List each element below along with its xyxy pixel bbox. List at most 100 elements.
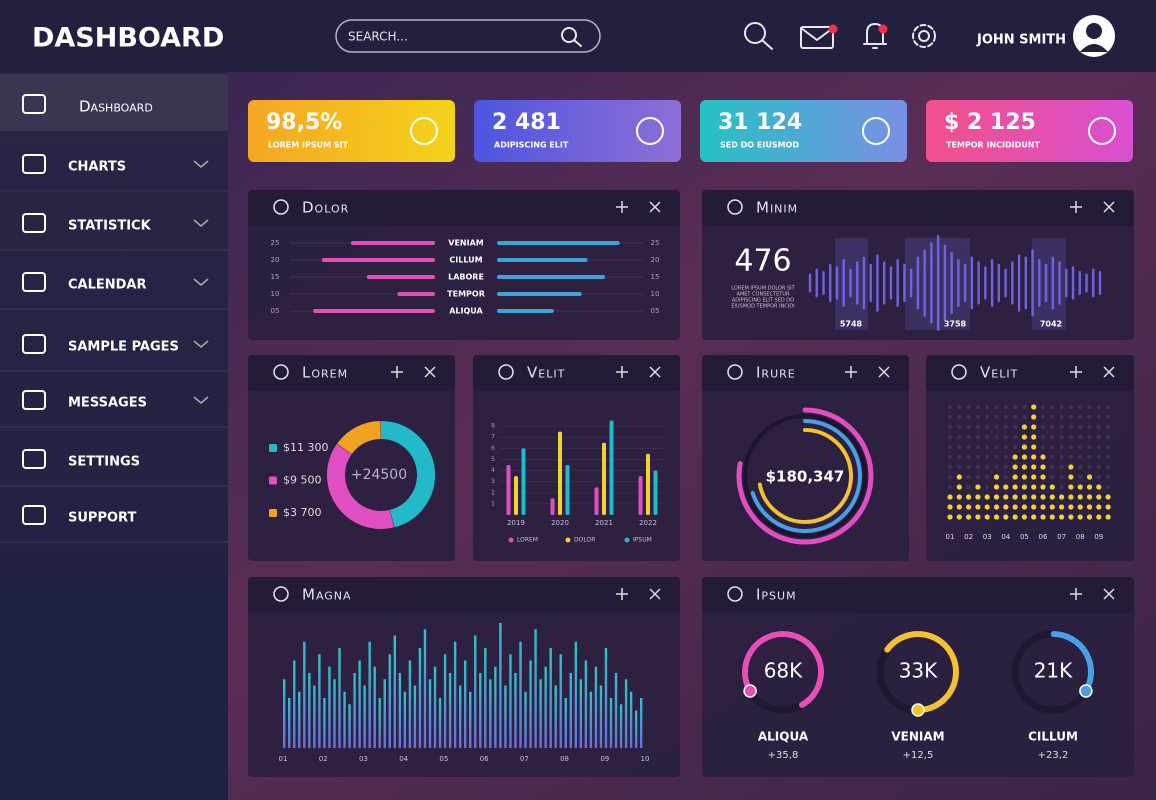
y-tick-label: 1 xyxy=(491,500,495,507)
dot xyxy=(1096,514,1102,520)
dot-track xyxy=(1050,454,1055,460)
bar xyxy=(639,698,643,748)
dot xyxy=(947,514,953,520)
add-button[interactable] xyxy=(616,588,628,600)
close-button[interactable] xyxy=(424,366,436,378)
dot xyxy=(1086,514,1093,520)
x-tick-label: 2022 xyxy=(639,519,657,527)
wave-bar xyxy=(808,273,812,293)
close-button[interactable] xyxy=(1103,588,1115,600)
bar xyxy=(479,673,482,748)
row-tick: 20 xyxy=(271,256,280,264)
bar xyxy=(506,465,511,515)
bar xyxy=(609,698,613,748)
row-label: TEMPOR xyxy=(447,290,485,299)
dot-track xyxy=(947,424,953,430)
panel-icon xyxy=(273,199,289,215)
search-icon[interactable] xyxy=(744,22,773,50)
note-line: LOREM IPSUM DOLOR SIT xyxy=(731,286,795,292)
dot xyxy=(1012,494,1018,500)
item-change: +35,8 xyxy=(768,750,799,761)
row-tick: 10 xyxy=(651,290,660,298)
bar xyxy=(529,660,532,748)
progress-dot xyxy=(911,703,925,717)
ring xyxy=(757,428,853,524)
nav-item[interactable]: STATISTICK xyxy=(68,219,152,234)
dot-track xyxy=(1068,454,1074,460)
nav-item[interactable]: CHARTS xyxy=(68,160,126,175)
nav-item[interactable]: MESSAGES xyxy=(68,396,147,411)
close-button[interactable] xyxy=(1103,366,1115,378)
bar xyxy=(564,698,567,748)
add-button[interactable] xyxy=(616,201,628,213)
close-button[interactable] xyxy=(1103,201,1115,213)
dot xyxy=(1096,494,1102,500)
add-button[interactable] xyxy=(845,366,857,378)
mail-badge xyxy=(828,24,838,34)
x-tick-label: 2019 xyxy=(507,519,525,527)
stat-icon xyxy=(636,117,664,145)
add-button[interactable] xyxy=(1070,366,1082,378)
row-label: CILLUM xyxy=(449,256,482,265)
progress-dot xyxy=(743,684,757,698)
nav-item[interactable]: Dashboard xyxy=(79,98,153,116)
dot-track xyxy=(975,404,981,410)
dot xyxy=(1086,504,1093,510)
dot xyxy=(1031,504,1037,510)
bar xyxy=(458,685,462,748)
bar xyxy=(443,654,447,748)
nav-item[interactable]: SAMPLE PAGES xyxy=(68,340,179,355)
bar xyxy=(403,691,407,748)
close-button[interactable] xyxy=(649,366,661,378)
highlight-band xyxy=(1032,238,1066,330)
legend-label: IPSUM xyxy=(633,537,652,544)
dot xyxy=(1031,424,1037,430)
dot xyxy=(1077,504,1083,510)
nav-item[interactable]: CALENDAR xyxy=(68,278,147,293)
nav-item[interactable]: SUPPORT xyxy=(68,511,136,526)
note-line: AMET CONSECTETUR xyxy=(737,292,790,298)
close-button[interactable] xyxy=(649,588,661,600)
note-line: EIUSMOD TEMPOR INCIDI xyxy=(731,304,794,310)
bar xyxy=(514,476,518,515)
panel-title: Irure xyxy=(756,364,796,382)
dot-track xyxy=(1105,434,1111,440)
dot-track xyxy=(985,484,990,490)
donut-segment xyxy=(327,443,395,529)
add-button[interactable] xyxy=(1070,588,1082,600)
dot-track xyxy=(1050,414,1055,420)
dot-track xyxy=(1068,444,1074,450)
dot-track xyxy=(1078,404,1083,410)
wave-bar xyxy=(876,254,879,312)
nav-item[interactable]: SETTINGS xyxy=(68,455,140,470)
legend-swatch xyxy=(269,444,277,452)
dot-track xyxy=(1012,424,1018,430)
stat-label: ADIPISCING ELIT xyxy=(494,141,569,150)
avatar[interactable] xyxy=(1073,15,1115,57)
close-button[interactable] xyxy=(649,201,661,213)
dot xyxy=(1096,504,1102,510)
panel-icon xyxy=(273,586,289,602)
mail-icon[interactable] xyxy=(800,26,834,49)
bar xyxy=(288,698,291,748)
dot-track xyxy=(957,454,962,460)
dot-track xyxy=(1059,464,1064,470)
dot xyxy=(1049,514,1055,520)
settings-icon[interactable] xyxy=(912,24,936,48)
search-box[interactable] xyxy=(335,19,601,53)
dot-track xyxy=(947,414,953,420)
bar xyxy=(559,654,562,748)
wave-bar xyxy=(882,261,886,305)
add-button[interactable] xyxy=(616,366,628,378)
add-button[interactable] xyxy=(1070,201,1082,213)
add-button[interactable] xyxy=(391,366,403,378)
close-button[interactable] xyxy=(878,366,890,378)
dot-track xyxy=(975,444,981,450)
x-tick-label: 08 xyxy=(560,755,569,763)
stat-value: 98,5% xyxy=(266,110,342,135)
panel xyxy=(248,190,680,340)
dot xyxy=(1021,424,1027,430)
stat-card xyxy=(248,100,455,162)
dot xyxy=(993,474,1000,480)
dot xyxy=(1086,474,1093,480)
